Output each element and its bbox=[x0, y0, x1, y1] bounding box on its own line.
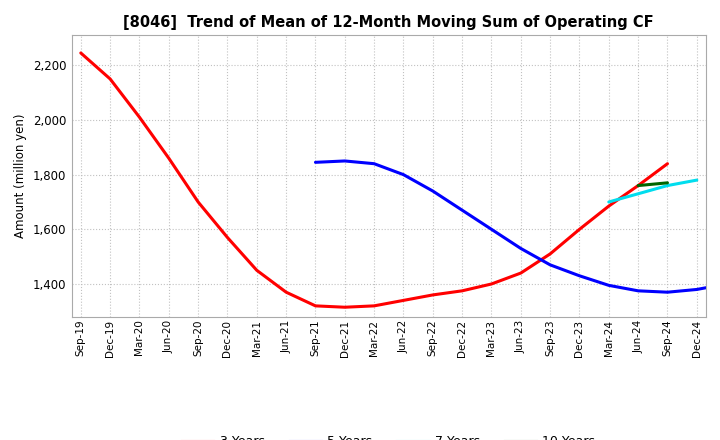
Title: [8046]  Trend of Mean of 12-Month Moving Sum of Operating CF: [8046] Trend of Mean of 12-Month Moving … bbox=[124, 15, 654, 30]
Legend: 3 Years, 5 Years, 7 Years, 10 Years: 3 Years, 5 Years, 7 Years, 10 Years bbox=[177, 430, 600, 440]
Y-axis label: Amount (million yen): Amount (million yen) bbox=[14, 114, 27, 238]
